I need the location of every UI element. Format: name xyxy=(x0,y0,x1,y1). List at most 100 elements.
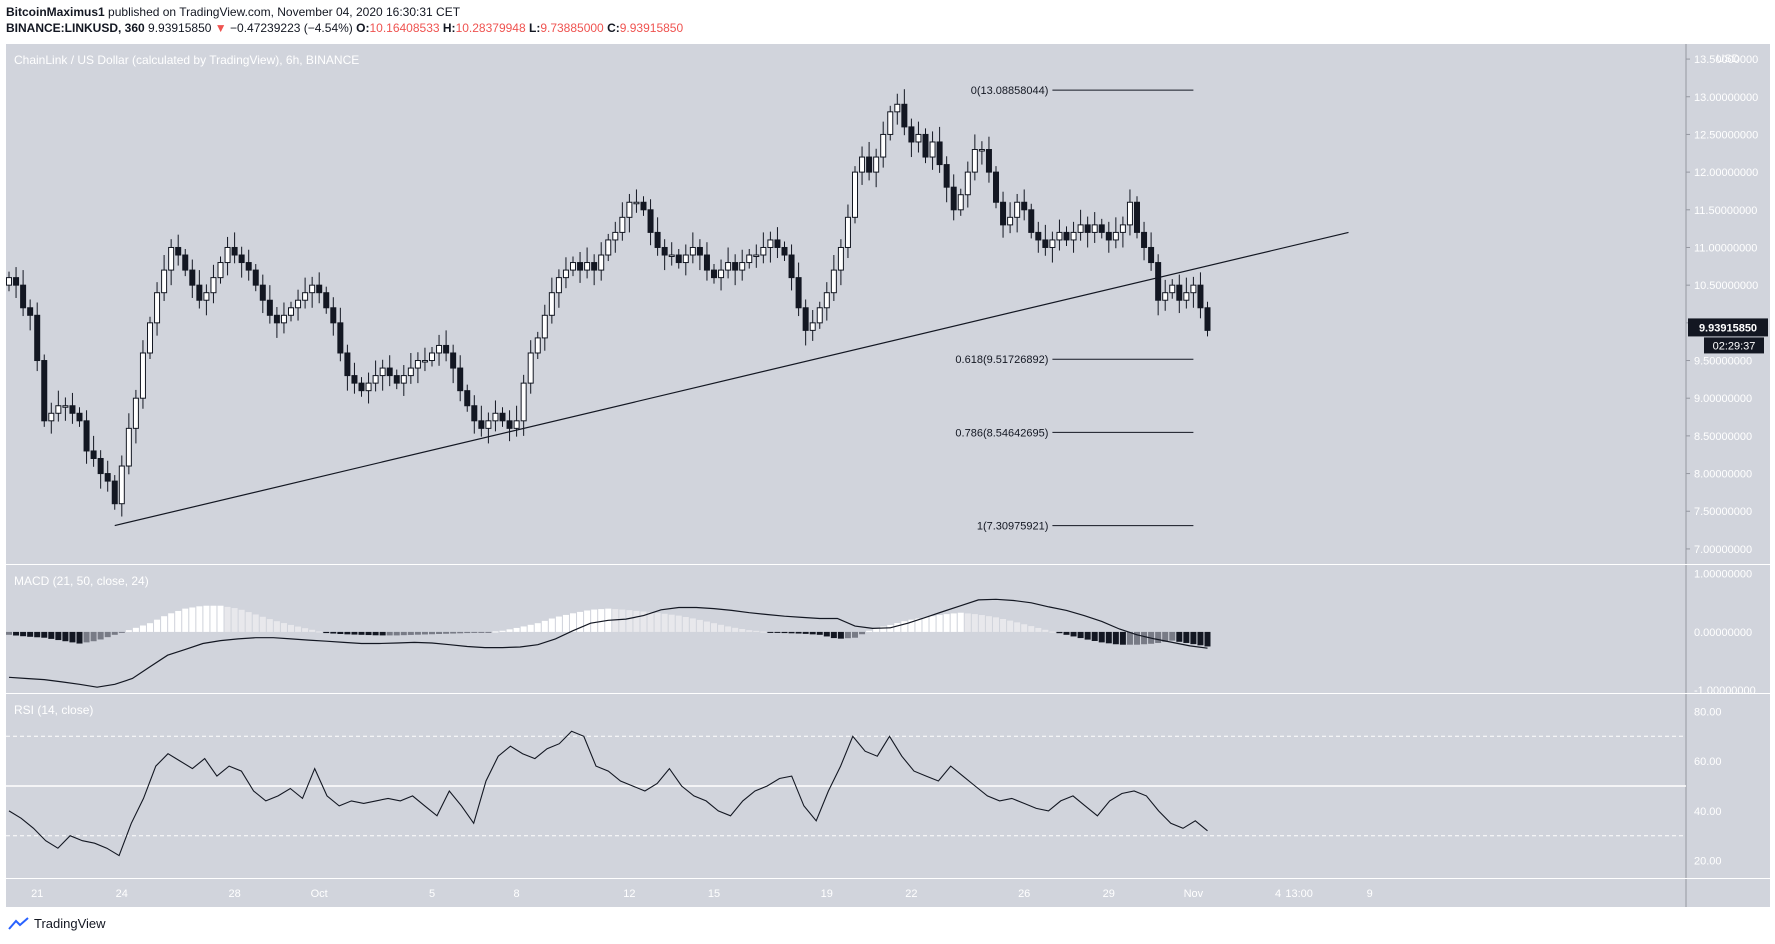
candle-up xyxy=(118,465,125,505)
candle-down xyxy=(316,284,323,294)
macd-histogram-bar xyxy=(288,624,294,632)
macd-histogram-bar xyxy=(1056,631,1063,634)
rsi-tick-label: 80.00 xyxy=(1694,706,1722,718)
price-tick-label: 7.00000000 xyxy=(1694,544,1752,556)
candle-up xyxy=(1169,284,1176,294)
macd-histogram-bar xyxy=(252,614,259,632)
price-tick-label: 13.50000000 xyxy=(1694,54,1758,66)
macd-histogram-bar xyxy=(633,610,640,632)
candle-down xyxy=(1000,201,1007,226)
candle-down xyxy=(1063,231,1070,241)
price-tick-label: 9.50000000 xyxy=(1694,356,1752,368)
publish-line: BitcoinMaximus1 published on TradingView… xyxy=(6,4,683,20)
macd-histogram-bar xyxy=(922,617,929,632)
candle-up xyxy=(844,216,851,248)
candle-up xyxy=(739,262,746,271)
macd-histogram-bar xyxy=(76,631,83,644)
last-price-value: 9.93915850 xyxy=(1699,322,1757,334)
macd-histogram-bar xyxy=(1134,631,1140,645)
time-tick-label: 12 xyxy=(623,888,635,900)
last-price-label: 9.93915850 xyxy=(148,21,212,35)
candle-down xyxy=(245,262,252,271)
macd-histogram-bar xyxy=(880,626,887,632)
time-tick-label: 15 xyxy=(708,888,720,900)
candle-down xyxy=(901,103,908,128)
macd-histogram-bar xyxy=(1021,624,1028,632)
open-label: O: xyxy=(356,21,370,35)
macd-histogram-bar xyxy=(950,613,957,632)
macd-histogram-bar xyxy=(696,619,703,632)
macd-histogram-bar xyxy=(6,631,12,635)
candle-up xyxy=(55,405,62,414)
macd-histogram-bar xyxy=(675,615,682,632)
candle-up xyxy=(1014,201,1021,218)
author-name[interactable]: BitcoinMaximus1 xyxy=(6,5,105,19)
candle-up xyxy=(527,352,534,384)
trendline[interactable] xyxy=(114,231,1349,527)
macd-axis-ticks: 1.00000000 0.00000000 -1.00000000 xyxy=(1694,569,1756,697)
candle-down xyxy=(908,126,915,143)
candle-down xyxy=(499,412,506,422)
candle-up xyxy=(372,375,379,384)
candle-down xyxy=(358,382,365,392)
candle-down xyxy=(591,262,598,271)
macd-histogram-bar xyxy=(104,631,111,638)
rsi-tick-label: 40.00 xyxy=(1694,806,1722,818)
time-axis[interactable] xyxy=(6,879,1686,907)
candle-up xyxy=(598,254,605,271)
macd-histogram-bar xyxy=(407,631,414,635)
rsi-tick-label: 20.00 xyxy=(1694,856,1722,868)
price-tick-label: 11.50000000 xyxy=(1694,205,1757,217)
macd-histogram-bar xyxy=(323,631,330,634)
macd-histogram-bar xyxy=(915,618,922,632)
candle-up xyxy=(1049,239,1056,248)
macd-histogram-bar xyxy=(746,630,753,632)
macd-histogram-bar xyxy=(760,631,767,633)
candle-up xyxy=(1007,216,1014,226)
macd-histogram-bar xyxy=(280,623,287,632)
candle-up xyxy=(541,314,548,339)
macd-histogram-bar xyxy=(654,612,661,632)
macd-histogram-bar xyxy=(1014,622,1021,632)
macd-histogram-bar xyxy=(182,608,189,632)
macd-histogram-bar xyxy=(295,626,302,632)
candle-down xyxy=(259,284,266,301)
candle-up xyxy=(132,397,139,429)
candle-up xyxy=(978,149,985,152)
macd-histogram-bar xyxy=(682,617,689,632)
macd-histogram-bar xyxy=(266,619,273,632)
price-pane[interactable] xyxy=(6,44,1686,564)
candle-down xyxy=(182,254,189,271)
macd-histogram-bar xyxy=(626,610,633,632)
macd-histogram-bar xyxy=(859,631,866,635)
macd-histogram-bar xyxy=(400,631,407,636)
macd-histogram-bar xyxy=(1162,631,1169,642)
price-tick-label: 12.50000000 xyxy=(1694,129,1758,141)
price-axis[interactable] xyxy=(1686,44,1770,907)
candle-down xyxy=(661,246,668,256)
price-tick-label: 11.00000000 xyxy=(1694,242,1757,254)
candle-down xyxy=(1134,201,1140,233)
chart-header: BitcoinMaximus1 published on TradingView… xyxy=(6,4,683,36)
macd-histogram-bar xyxy=(34,631,41,638)
time-tick-label: 13:00 xyxy=(1285,888,1313,900)
currency-label: USD xyxy=(1716,53,1739,65)
candle-down xyxy=(337,322,344,354)
macd-histogram-bar xyxy=(62,631,69,642)
fibonacci-retracement[interactable]: 0(13.08858044) 0.618(9.51726892) 0.786(8.5… xyxy=(955,85,1194,533)
change-label: −0.47239223 (−4.54%) xyxy=(230,21,353,35)
trendline-segment xyxy=(114,231,1349,527)
candle-down xyxy=(1141,231,1148,248)
footer-brand[interactable]: TradingView xyxy=(8,916,106,931)
symbol-label: BINANCE:LINKUSD, 360 xyxy=(6,21,145,35)
macd-histogram-bar xyxy=(485,631,492,633)
candle-up xyxy=(365,382,372,392)
candle-up xyxy=(859,156,866,173)
macd-histogram-bar xyxy=(97,631,104,640)
candle-up xyxy=(837,246,844,271)
macd-histogram-bar xyxy=(1105,631,1112,644)
macd-histogram-bar xyxy=(711,623,717,632)
candle-up xyxy=(1070,231,1077,241)
candle-down xyxy=(1084,224,1091,233)
